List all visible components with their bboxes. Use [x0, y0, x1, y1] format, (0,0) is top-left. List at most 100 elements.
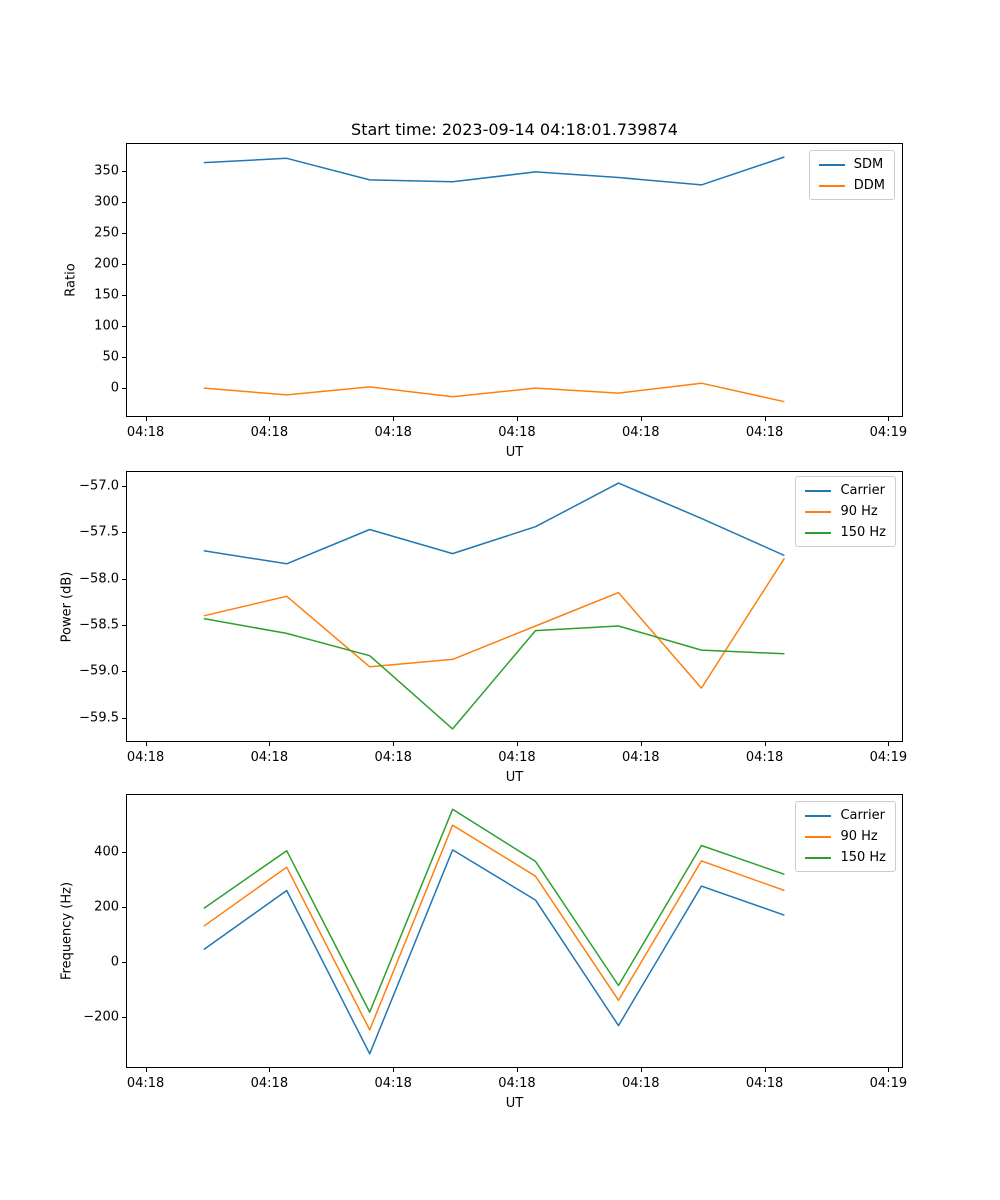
y-tick — [122, 295, 126, 297]
y-tick — [122, 171, 126, 173]
line-150-hz — [203, 808, 785, 1013]
x-tick-label: 04:19 — [869, 425, 908, 440]
x-tick — [393, 417, 395, 421]
line-90-hz — [203, 557, 786, 689]
y-tick — [122, 202, 126, 204]
y-tick-label: 350 — [94, 163, 119, 179]
x-tick-label: 04:18 — [126, 425, 165, 440]
legend-line-swatch — [805, 856, 832, 859]
y-tick-label: 100 — [94, 318, 119, 334]
x-tick-label: 04:18 — [498, 1076, 536, 1091]
power-plot-lines — [203, 482, 786, 730]
y-tick-label: 0 — [110, 380, 119, 396]
legend-line-swatch — [818, 184, 845, 187]
legend-line-swatch — [805, 489, 832, 492]
legend-line-swatch — [805, 531, 832, 534]
x-tick-label: 04:19 — [869, 1076, 908, 1091]
x-tick — [393, 1068, 395, 1072]
y-tick-label: −59.5 — [79, 710, 119, 726]
x-tick — [269, 417, 271, 421]
x-tick-label: 04:18 — [498, 425, 536, 440]
x-tick — [640, 417, 642, 421]
legend-label: Carrier — [840, 808, 885, 823]
x-tick — [269, 1068, 271, 1072]
legend-line-swatch — [805, 835, 832, 838]
legend-label: 150 Hz — [840, 525, 886, 540]
legend-item: 150 Hz — [805, 849, 886, 866]
legend-item: DDM — [818, 177, 885, 194]
x-tick-label: 04:19 — [869, 750, 908, 765]
x-tick — [888, 417, 890, 421]
y-tick-label: −200 — [83, 1009, 119, 1025]
x-tick — [764, 1068, 766, 1072]
legend-label: 90 Hz — [840, 829, 878, 844]
legend-label: SDM — [853, 157, 884, 172]
line-sdm — [203, 156, 785, 186]
y-tick-label: −59.0 — [79, 663, 119, 679]
x-tick — [640, 742, 642, 746]
legend-line-swatch — [805, 510, 832, 513]
line-90-hz — [203, 824, 785, 1031]
ratio-plot-axes: SDM DDM — [126, 143, 903, 417]
y-tick-label: −57.0 — [79, 478, 119, 494]
x-tick — [269, 742, 271, 746]
x-tick-label: 04:18 — [374, 750, 412, 765]
y-tick — [122, 388, 126, 390]
legend-item: Carrier — [805, 482, 886, 499]
frequency-plot-legend: Carrier 90 Hz 150 Hz — [795, 801, 896, 872]
legend-line-swatch — [805, 814, 832, 817]
power-plot-axes: Carrier 90 Hz 150 Hz — [126, 471, 903, 742]
y-tick — [122, 264, 126, 266]
y-tick-label: 150 — [94, 287, 119, 303]
y-tick-label: 250 — [94, 225, 119, 241]
y-tick — [122, 671, 126, 673]
x-tick-label: 04:18 — [745, 750, 784, 765]
y-tick-label: −58.5 — [79, 617, 119, 633]
line-carrier — [203, 849, 785, 1055]
ratio-x-axis-label: UT — [505, 445, 524, 460]
y-tick-label: −58.0 — [79, 571, 119, 587]
y-tick — [122, 532, 126, 534]
x-tick-label: 04:18 — [498, 750, 536, 765]
y-tick — [122, 852, 126, 854]
x-tick-label: 04:18 — [745, 425, 784, 440]
x-tick — [888, 1068, 890, 1072]
legend-item: SDM — [818, 156, 885, 173]
x-tick — [145, 1068, 147, 1072]
legend-item: 90 Hz — [805, 828, 886, 845]
y-tick-label: −57.5 — [79, 524, 119, 540]
y-tick — [122, 326, 126, 328]
x-tick — [516, 1068, 518, 1072]
x-tick-label: 04:18 — [126, 1076, 165, 1091]
y-tick-label: 200 — [94, 256, 119, 272]
x-tick — [764, 417, 766, 421]
y-tick-label: 300 — [94, 194, 119, 210]
frequency-plot-axes: Carrier 90 Hz 150 Hz — [126, 794, 903, 1068]
x-tick — [888, 742, 890, 746]
y-tick — [122, 625, 126, 627]
x-tick — [764, 742, 766, 746]
ratio-plot-legend: SDM DDM — [808, 150, 895, 200]
x-tick-label: 04:18 — [374, 425, 412, 440]
x-tick-label: 04:18 — [250, 750, 289, 765]
legend-item: Carrier — [805, 807, 886, 824]
x-tick — [516, 742, 518, 746]
x-tick-label: 04:18 — [250, 425, 289, 440]
y-tick — [122, 1016, 126, 1018]
legend-item: 150 Hz — [805, 524, 886, 541]
frequency-plot-lines — [203, 808, 785, 1055]
legend-label: Carrier — [840, 483, 885, 498]
y-tick-label: 200 — [94, 899, 119, 915]
power-x-axis-label: UT — [505, 770, 524, 785]
line-ddm — [203, 382, 785, 403]
line-carrier — [203, 482, 785, 565]
x-tick-label: 04:18 — [622, 750, 660, 765]
x-tick-label: 04:18 — [250, 1076, 289, 1091]
legend-label: DDM — [853, 178, 885, 193]
x-tick-label: 04:18 — [622, 1076, 660, 1091]
y-tick-label: 0 — [110, 954, 119, 970]
x-tick-label: 04:18 — [126, 750, 165, 765]
legend-label: 150 Hz — [840, 850, 886, 865]
power-plot-legend: Carrier 90 Hz 150 Hz — [795, 476, 896, 547]
legend-label: 90 Hz — [840, 504, 878, 519]
